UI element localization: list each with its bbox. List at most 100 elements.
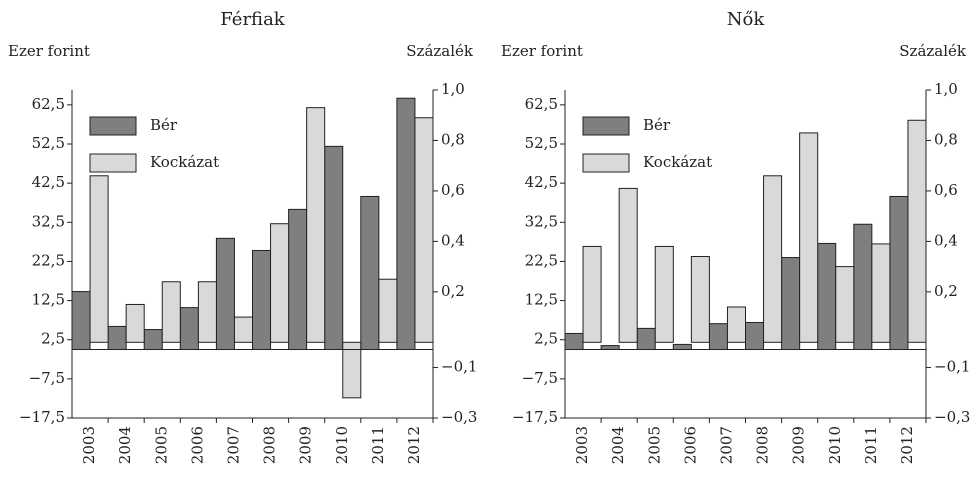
legend-swatch [89,116,137,136]
legend-swatch [582,116,630,136]
legend-label: Kockázat [643,153,712,171]
bar [672,343,692,351]
x-tick-label: 2008 [754,426,772,464]
y2-tick-label: −0,3 [934,408,970,426]
legend-swatch [582,153,630,173]
y2-tick-label: 0,6 [934,181,958,199]
bar [708,323,728,351]
y-tick-label: 62,5 [525,95,558,113]
legend-swatch [89,153,137,173]
bar [215,237,235,351]
bar [781,257,801,351]
x-tick-label: 2006 [188,426,206,464]
y-tick-label: 22,5 [525,251,558,269]
bar [618,187,638,343]
x-tick-label: 2010 [333,426,351,464]
bar [89,175,109,343]
y2-tick-label: −0,3 [441,408,477,426]
bar [600,345,620,351]
bar [871,243,891,343]
legend-label: Kockázat [150,153,219,171]
bar [125,303,145,343]
x-tick-label: 2005 [645,426,663,464]
x-tick-label: 2009 [790,426,808,464]
x-tick-label: 2011 [862,426,880,464]
bar [835,266,855,343]
bar [143,329,163,351]
bar [270,223,290,343]
y-axis-label: Ezer forint [501,42,583,60]
bar [161,281,181,343]
bar [582,245,602,343]
bar [252,249,272,351]
x-tick-label: 2003 [573,426,591,464]
y2-tick-label: 1,0 [934,80,958,98]
bar [690,256,710,343]
chart-title: Nők [727,9,766,30]
chart-title: Férfiak [220,9,285,30]
y-tick-label: 62,5 [32,95,65,113]
bar [907,119,927,343]
y-tick-label: 22,5 [32,251,65,269]
bar [197,281,217,343]
x-tick-label: 2005 [152,426,170,464]
x-tick-label: 2012 [898,426,916,464]
bar [745,321,765,351]
bar [889,195,909,351]
y-tick-label: 2,5 [534,330,558,348]
x-tick-label: 2004 [609,426,627,464]
x-tick-label: 2004 [116,426,134,464]
x-tick-label: 2006 [681,426,699,464]
bar [564,332,584,351]
y-tick-label: −17,5 [512,408,558,426]
y-tick-label: 12,5 [32,291,65,309]
legend-label: Bér [150,116,178,134]
y2-tick-label: 0,2 [934,282,958,300]
y2-tick-label: 0,4 [441,231,465,249]
y-tick-label: 2,5 [41,330,65,348]
y-tick-label: −17,5 [19,408,65,426]
bar [817,242,837,351]
bar [71,291,91,351]
x-tick-label: 2011 [369,426,387,464]
y2-tick-label: 1,0 [441,80,465,98]
y-tick-label: 42,5 [32,173,65,191]
bar [763,175,783,343]
y-tick-label: 42,5 [525,173,558,191]
x-tick-label: 2003 [80,426,98,464]
y2-axis-label: Százalék [406,42,474,60]
bar [396,97,416,351]
bar [342,341,362,399]
y2-axis-label: Százalék [899,42,967,60]
y2-tick-label: 0,2 [441,282,465,300]
bar [636,327,656,351]
bar [414,117,434,343]
bar [179,307,199,351]
y2-tick-label: 0,8 [441,130,465,148]
y2-tick-label: −0,1 [441,358,477,376]
y-tick-label: 32,5 [32,212,65,230]
y2-tick-label: −0,1 [934,358,970,376]
legend-label: Bér [643,116,671,134]
y2-tick-label: 0,4 [934,231,958,249]
bar [306,107,326,343]
y-tick-label: 52,5 [32,134,65,152]
y2-tick-label: 0,6 [441,181,465,199]
bar [799,132,819,343]
bar [726,306,747,343]
x-tick-label: 2010 [826,426,844,464]
y2-tick-label: 0,8 [934,130,958,148]
x-tick-label: 2009 [297,426,315,464]
x-tick-label: 2012 [405,426,423,464]
y-tick-label: 12,5 [525,291,558,309]
bar [288,208,308,351]
bar [233,316,253,343]
y-tick-label: 32,5 [525,212,558,230]
bar [654,245,674,343]
y-tick-label: −7,5 [29,369,65,387]
bar [107,325,127,351]
bar [360,195,380,351]
x-tick-label: 2008 [261,426,279,464]
y-tick-label: 52,5 [525,134,558,152]
